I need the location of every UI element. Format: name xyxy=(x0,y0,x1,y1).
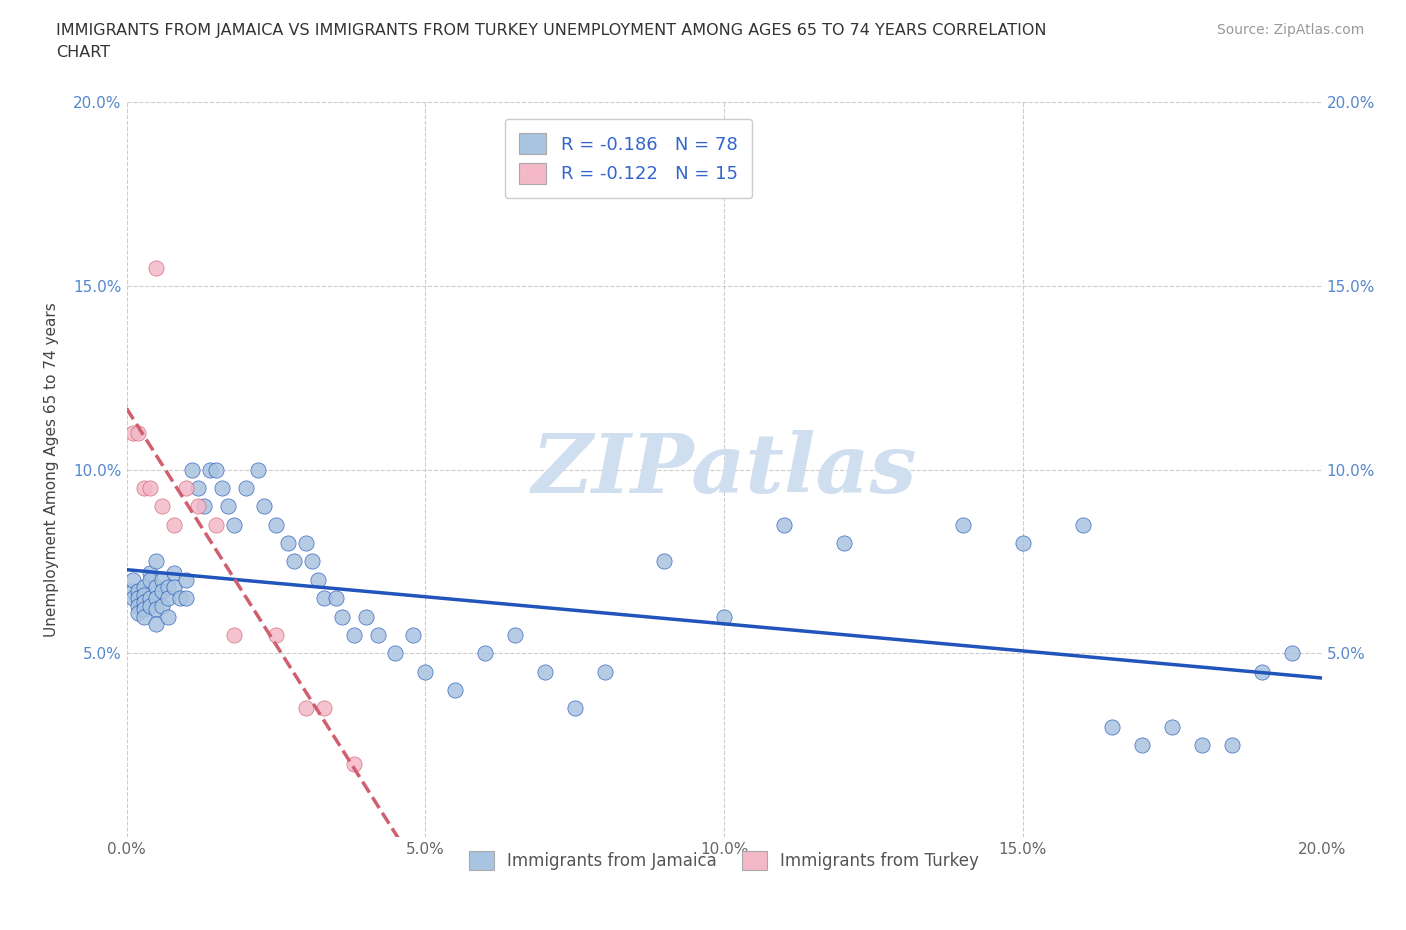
Point xyxy=(139,565,162,580)
Point xyxy=(181,462,204,477)
Point xyxy=(652,554,675,569)
Point xyxy=(1101,720,1123,735)
Point xyxy=(264,628,287,643)
Point xyxy=(444,683,467,698)
Point xyxy=(127,591,149,605)
Point xyxy=(222,628,246,643)
Point xyxy=(121,591,143,605)
Point xyxy=(139,598,162,613)
Point xyxy=(354,609,377,624)
Point xyxy=(169,591,191,605)
Point xyxy=(145,617,167,631)
Point xyxy=(139,591,162,605)
Point xyxy=(121,572,143,588)
Point xyxy=(174,572,197,588)
Point xyxy=(139,481,162,496)
Point xyxy=(163,579,186,594)
Point xyxy=(222,517,246,532)
Point xyxy=(157,609,180,624)
Point xyxy=(564,701,586,716)
Point xyxy=(534,664,557,679)
Text: CHART: CHART xyxy=(56,45,110,60)
Point xyxy=(157,591,180,605)
Point xyxy=(134,587,156,602)
Point xyxy=(952,517,974,532)
Point xyxy=(325,591,347,605)
Point xyxy=(415,664,437,679)
Y-axis label: Unemployment Among Ages 65 to 74 years: Unemployment Among Ages 65 to 74 years xyxy=(45,302,59,637)
Point xyxy=(127,583,149,598)
Point xyxy=(134,602,156,617)
Point xyxy=(205,462,228,477)
Text: ZIPatlas: ZIPatlas xyxy=(531,430,917,510)
Point xyxy=(127,426,149,441)
Point xyxy=(1281,645,1303,660)
Point xyxy=(366,628,388,643)
Point xyxy=(187,498,209,513)
Point xyxy=(145,579,167,594)
Point xyxy=(134,609,156,624)
Point xyxy=(1161,720,1184,735)
Point xyxy=(294,701,316,716)
Point xyxy=(127,605,149,620)
Point xyxy=(134,594,156,609)
Point xyxy=(247,462,270,477)
Point xyxy=(145,591,167,605)
Point xyxy=(1011,536,1033,551)
Point xyxy=(301,554,323,569)
Text: Source: ZipAtlas.com: Source: ZipAtlas.com xyxy=(1216,23,1364,37)
Point xyxy=(330,609,353,624)
Point xyxy=(1191,737,1213,752)
Point xyxy=(205,517,228,532)
Point xyxy=(152,498,174,513)
Legend: Immigrants from Jamaica, Immigrants from Turkey: Immigrants from Jamaica, Immigrants from… xyxy=(463,844,986,876)
Point xyxy=(253,498,276,513)
Point xyxy=(1071,517,1094,532)
Point xyxy=(343,756,366,771)
Point xyxy=(163,517,186,532)
Point xyxy=(593,664,616,679)
Text: IMMIGRANTS FROM JAMAICA VS IMMIGRANTS FROM TURKEY UNEMPLOYMENT AMONG AGES 65 TO : IMMIGRANTS FROM JAMAICA VS IMMIGRANTS FR… xyxy=(56,23,1046,38)
Point xyxy=(1130,737,1153,752)
Point xyxy=(193,498,215,513)
Point xyxy=(145,554,167,569)
Point xyxy=(713,609,735,624)
Point xyxy=(402,628,425,643)
Point xyxy=(211,481,233,496)
Point xyxy=(312,591,335,605)
Point xyxy=(1251,664,1274,679)
Point xyxy=(832,536,855,551)
Point xyxy=(187,481,209,496)
Point xyxy=(277,536,299,551)
Point xyxy=(121,583,143,598)
Point xyxy=(139,572,162,588)
Point xyxy=(174,591,197,605)
Point xyxy=(127,598,149,613)
Point xyxy=(773,517,796,532)
Point xyxy=(503,628,526,643)
Point xyxy=(174,481,197,496)
Point xyxy=(474,645,496,660)
Point xyxy=(157,579,180,594)
Point xyxy=(384,645,406,660)
Point xyxy=(152,583,174,598)
Point xyxy=(264,517,287,532)
Point xyxy=(152,598,174,613)
Point xyxy=(200,462,222,477)
Point xyxy=(145,602,167,617)
Point xyxy=(307,572,329,588)
Point xyxy=(152,572,174,588)
Point xyxy=(121,426,143,441)
Point xyxy=(145,260,167,275)
Point xyxy=(312,701,335,716)
Point xyxy=(217,498,239,513)
Point xyxy=(294,536,316,551)
Point xyxy=(163,565,186,580)
Point xyxy=(343,628,366,643)
Point xyxy=(283,554,305,569)
Point xyxy=(134,481,156,496)
Point xyxy=(1220,737,1243,752)
Point xyxy=(134,579,156,594)
Point xyxy=(235,481,257,496)
